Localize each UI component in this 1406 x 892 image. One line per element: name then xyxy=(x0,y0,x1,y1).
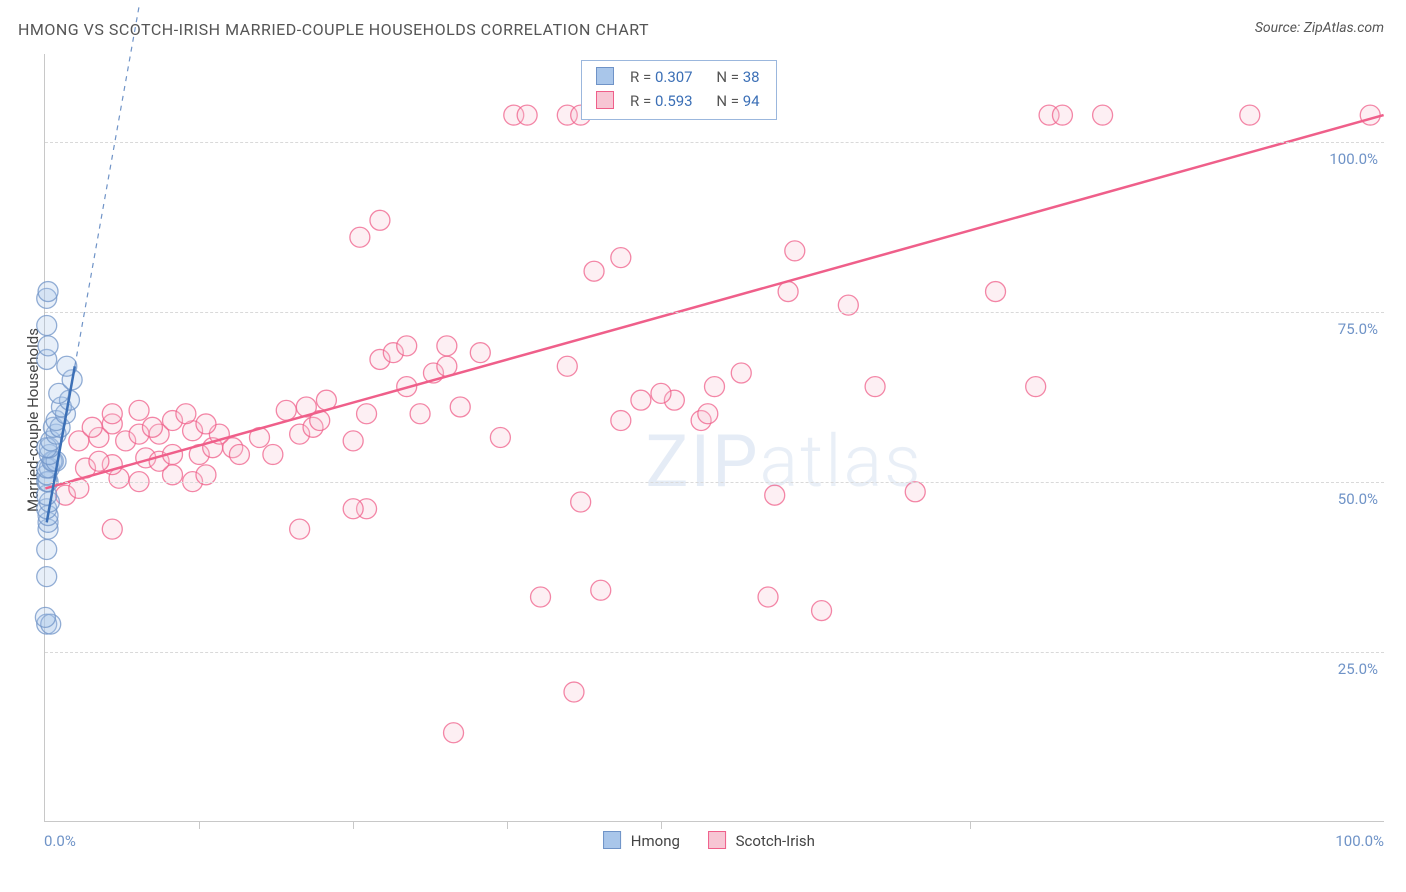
swatch-scotch-bottom xyxy=(708,831,726,849)
plot-area: ZIPatlas R = 0.307 N = 38 R = 0.593 N = … xyxy=(44,54,1384,822)
y-tick-label: 75.0% xyxy=(1338,320,1378,338)
data-point xyxy=(905,482,925,502)
data-point xyxy=(276,400,296,420)
data-point xyxy=(82,417,102,437)
chart-title: HMONG VS SCOTCH-IRISH MARRIED-COUPLE HOU… xyxy=(18,20,649,39)
data-point xyxy=(778,282,798,302)
data-point xyxy=(229,444,249,464)
gridline-h xyxy=(45,142,1384,143)
data-point xyxy=(37,567,57,587)
correlation-legend: R = 0.307 N = 38 R = 0.593 N = 94 xyxy=(581,60,777,120)
gridline-h xyxy=(45,482,1384,483)
legend-item-scotch: Scotch-Irish xyxy=(708,831,815,850)
series-legend: Hmong Scotch-Irish xyxy=(603,831,815,850)
swatch-hmong xyxy=(596,67,614,85)
data-point xyxy=(1052,105,1072,125)
data-point xyxy=(785,241,805,261)
legend-row-hmong: R = 0.307 N = 38 xyxy=(592,67,764,89)
n-value-hmong: 38 xyxy=(743,68,760,86)
data-point xyxy=(410,404,430,424)
data-point xyxy=(611,411,631,431)
data-point xyxy=(450,397,470,417)
y-tick-label: 100.0% xyxy=(1329,150,1378,168)
data-point xyxy=(370,210,390,230)
data-point xyxy=(564,682,584,702)
data-point xyxy=(38,282,58,302)
data-point xyxy=(35,607,55,627)
legend-item-hmong: Hmong xyxy=(603,831,680,850)
swatch-hmong-bottom xyxy=(603,831,621,849)
data-point xyxy=(343,431,363,451)
data-point xyxy=(591,580,611,600)
data-point xyxy=(37,540,57,560)
data-point xyxy=(350,227,370,247)
data-point xyxy=(37,316,57,336)
data-point xyxy=(444,723,464,743)
y-tick-label: 25.0% xyxy=(1338,660,1378,678)
data-point xyxy=(470,343,490,363)
data-point xyxy=(102,404,122,424)
chart-container: Married-couple Households ZIPatlas R = 0… xyxy=(30,50,1388,822)
data-point xyxy=(490,428,510,448)
data-point xyxy=(1026,377,1046,397)
y-tick-label: 50.0% xyxy=(1338,490,1378,508)
x-tick xyxy=(199,821,200,829)
data-point xyxy=(651,383,671,403)
data-point xyxy=(89,451,109,471)
data-point xyxy=(705,377,725,397)
data-point xyxy=(631,390,651,410)
x-tick xyxy=(353,821,354,829)
swatch-scotch xyxy=(596,91,614,109)
x-tick xyxy=(507,821,508,829)
data-point xyxy=(290,519,310,539)
gridline-h xyxy=(45,652,1384,653)
data-point xyxy=(571,492,591,512)
scatter-svg xyxy=(45,54,1384,821)
data-point xyxy=(731,363,751,383)
gridline-h xyxy=(45,312,1384,313)
x-tick xyxy=(661,821,662,829)
data-point xyxy=(986,282,1006,302)
data-point xyxy=(812,601,832,621)
legend-label-hmong: Hmong xyxy=(631,832,680,850)
x-axis-min-label: 0.0% xyxy=(44,832,76,850)
data-point xyxy=(1240,105,1260,125)
data-point xyxy=(765,485,785,505)
data-point xyxy=(129,400,149,420)
data-point xyxy=(611,248,631,268)
data-point xyxy=(758,587,778,607)
data-point xyxy=(397,336,417,356)
r-value-hmong: 0.307 xyxy=(655,68,693,86)
data-point xyxy=(437,336,457,356)
data-point xyxy=(584,261,604,281)
data-point xyxy=(531,587,551,607)
data-point xyxy=(142,417,162,437)
data-point xyxy=(698,404,718,424)
data-point xyxy=(38,336,58,356)
data-point xyxy=(357,404,377,424)
data-point xyxy=(176,404,196,424)
legend-row-scotch: R = 0.593 N = 94 xyxy=(592,91,764,113)
data-point xyxy=(1093,105,1113,125)
x-axis-max-label: 100.0% xyxy=(1335,832,1384,850)
data-point xyxy=(865,377,885,397)
data-point xyxy=(517,105,537,125)
data-point xyxy=(263,444,283,464)
n-value-scotch: 94 xyxy=(743,92,760,110)
data-point xyxy=(1360,105,1380,125)
data-point xyxy=(102,519,122,539)
data-point xyxy=(196,414,216,434)
x-tick xyxy=(970,821,971,829)
r-value-scotch: 0.593 xyxy=(655,92,693,110)
data-point xyxy=(343,499,363,519)
data-point xyxy=(557,356,577,376)
source-attribution: Source: ZipAtlas.com xyxy=(1255,20,1384,36)
legend-label-scotch: Scotch-Irish xyxy=(736,832,815,850)
